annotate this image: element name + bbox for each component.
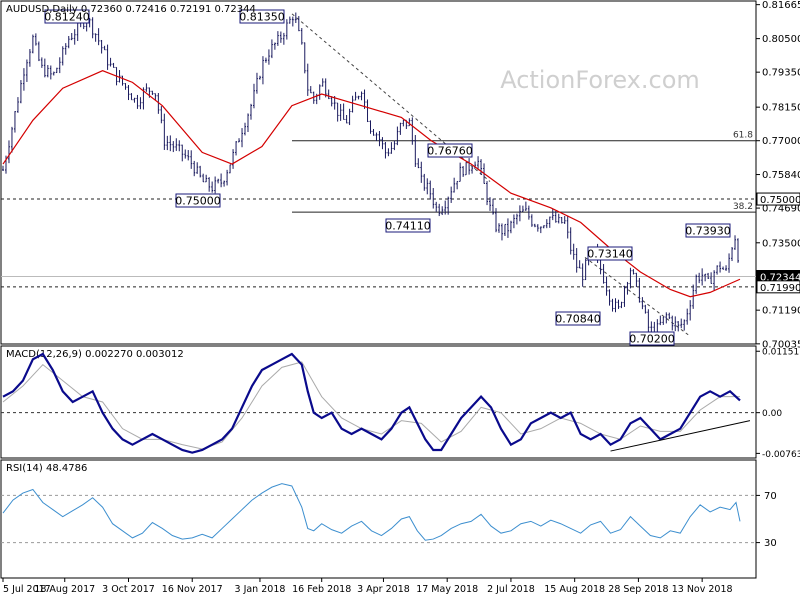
price-label-box: 0.81350 <box>239 9 285 24</box>
x-tick-label: 28 Sep 2018 <box>608 584 668 595</box>
price-label-box: 0.74110 <box>385 218 431 233</box>
price-label-box: 0.75000 <box>175 193 221 208</box>
watermark: ActionForex.com <box>500 66 700 94</box>
label-frame <box>427 143 473 158</box>
price-tick-label: 0.73500 <box>762 238 800 249</box>
macd-tick-label: -0.007634 <box>762 450 800 460</box>
price-tag-text: 0.72344 <box>760 273 800 284</box>
price-tick-label: 0.70035 <box>762 339 800 350</box>
rsi-header: RSI(14) 48.4786 <box>6 463 87 474</box>
x-tick-label: 16 Feb 2018 <box>292 584 351 595</box>
macd-signal-line <box>2 361 740 450</box>
x-tick-label: 17 May 2018 <box>416 584 478 595</box>
price-tick-label: 0.78150 <box>762 103 800 114</box>
x-tick-label: 2 Jul 2018 <box>487 584 535 595</box>
price-label-box: 0.81240 <box>44 9 90 24</box>
price-tick-label: 0.75840 <box>762 170 800 181</box>
price-header: AUDUSD,Daily 0.72360 0.72416 0.72191 0.7… <box>6 4 256 15</box>
price-tag-text: 0.75000 <box>760 195 800 206</box>
price-tick-label: 0.81665 <box>762 0 800 11</box>
x-tick-label: 18 Aug 2017 <box>34 584 95 595</box>
level-tag-75000: 0.75000 <box>756 192 800 206</box>
label-frame <box>385 218 431 233</box>
macd-panel <box>0 345 757 459</box>
fib-label-382: 38.2 <box>733 202 753 212</box>
macd-header: MACD(12,26,9) 0.002270 0.003012 <box>6 349 184 360</box>
x-tick-label: 13 Nov 2018 <box>672 584 733 595</box>
macd-trendline <box>610 420 751 452</box>
price-tag-frame <box>756 280 800 294</box>
price-tick-label: 0.80500 <box>762 34 800 45</box>
price-panel <box>0 0 757 345</box>
label-text: 0.73140 <box>587 248 633 261</box>
price-label-box: 0.70840 <box>555 311 601 326</box>
price-label-box: 0.73140 <box>587 246 633 261</box>
label-text: 0.74110 <box>385 220 431 233</box>
label-frame <box>555 311 601 326</box>
label-frame <box>629 331 675 346</box>
label-frame <box>175 193 221 208</box>
fib-label-618: 61.8 <box>733 131 753 141</box>
macd-line <box>2 352 741 454</box>
rsi-panel <box>0 459 757 579</box>
candles <box>2 12 740 345</box>
x-tick-label: 3 Apr 2018 <box>357 584 410 595</box>
price-label-box: 0.73930 <box>685 223 731 238</box>
x-tick-label: 16 Nov 2017 <box>162 584 223 595</box>
label-frame <box>239 9 285 24</box>
label-text: 0.75000 <box>175 195 221 208</box>
rsi-tick-label: 70 <box>764 491 777 502</box>
price-tick-label: 0.77000 <box>762 136 800 147</box>
label-text: 0.70200 <box>629 333 675 346</box>
rsi-line <box>2 483 741 541</box>
price-tag-frame <box>756 192 800 206</box>
label-text: 0.73930 <box>685 225 731 238</box>
label-text: 0.70840 <box>555 313 601 326</box>
label-text: 0.76760 <box>427 145 473 158</box>
label-text: 0.81240 <box>44 11 90 24</box>
price-label-box: 0.76760 <box>427 143 473 158</box>
x-tick-label: 5 Jul 2017 <box>3 584 51 595</box>
x-tick-label: 15 Aug 2018 <box>544 584 605 595</box>
x-tick-label: 3 Oct 2017 <box>102 584 155 595</box>
label-frame <box>587 246 633 261</box>
level-tag-71990: 0.71990 <box>756 280 800 294</box>
price-tag-text: 0.71990 <box>760 283 800 294</box>
macd-tick-label: 0.00 <box>762 409 782 419</box>
price-label-box: 0.70200 <box>629 331 675 346</box>
price-tick-label: 0.74690 <box>762 204 800 215</box>
label-frame <box>685 223 731 238</box>
rsi-tick-label: 30 <box>764 538 777 549</box>
label-text: 0.81350 <box>239 11 285 24</box>
label-frame <box>44 9 90 24</box>
x-tick-label: 3 Jan 2018 <box>235 584 286 595</box>
price-tick-label: 0.71190 <box>762 306 800 317</box>
price-tick-label: 0.79350 <box>762 68 800 79</box>
moving-average-line <box>2 70 741 298</box>
macd-tick-label: 0.011517 <box>762 348 800 358</box>
